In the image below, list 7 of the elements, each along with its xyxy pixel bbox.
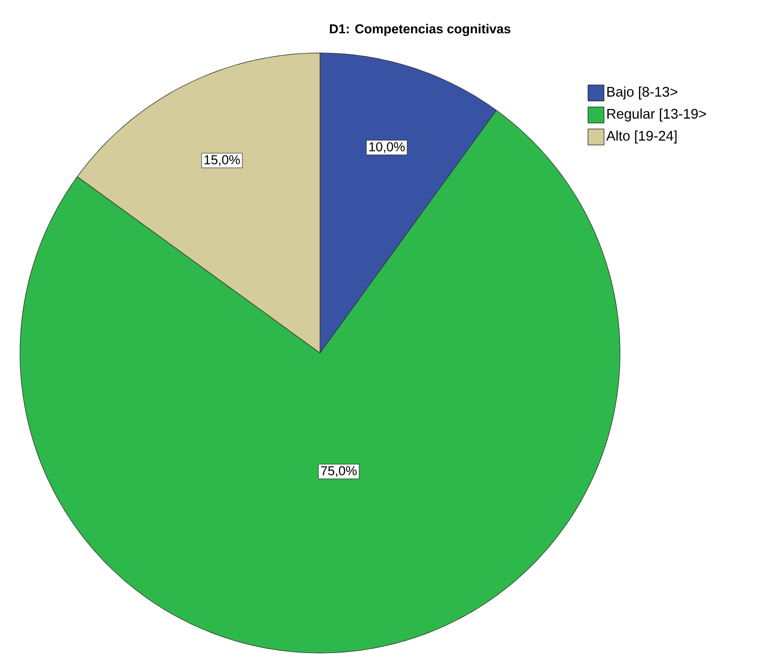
legend-label: Regular [13-19> [607,108,706,122]
chart-title: D1: Competencias cognitivas [330,24,510,36]
legend-label: Bajo [8-13> [607,86,678,100]
data-label: 10,0% [369,142,405,153]
data-label: 75,0% [321,466,357,477]
data-label: 15,0% [204,155,240,166]
legend-label: Alto [19-24] [606,130,677,144]
